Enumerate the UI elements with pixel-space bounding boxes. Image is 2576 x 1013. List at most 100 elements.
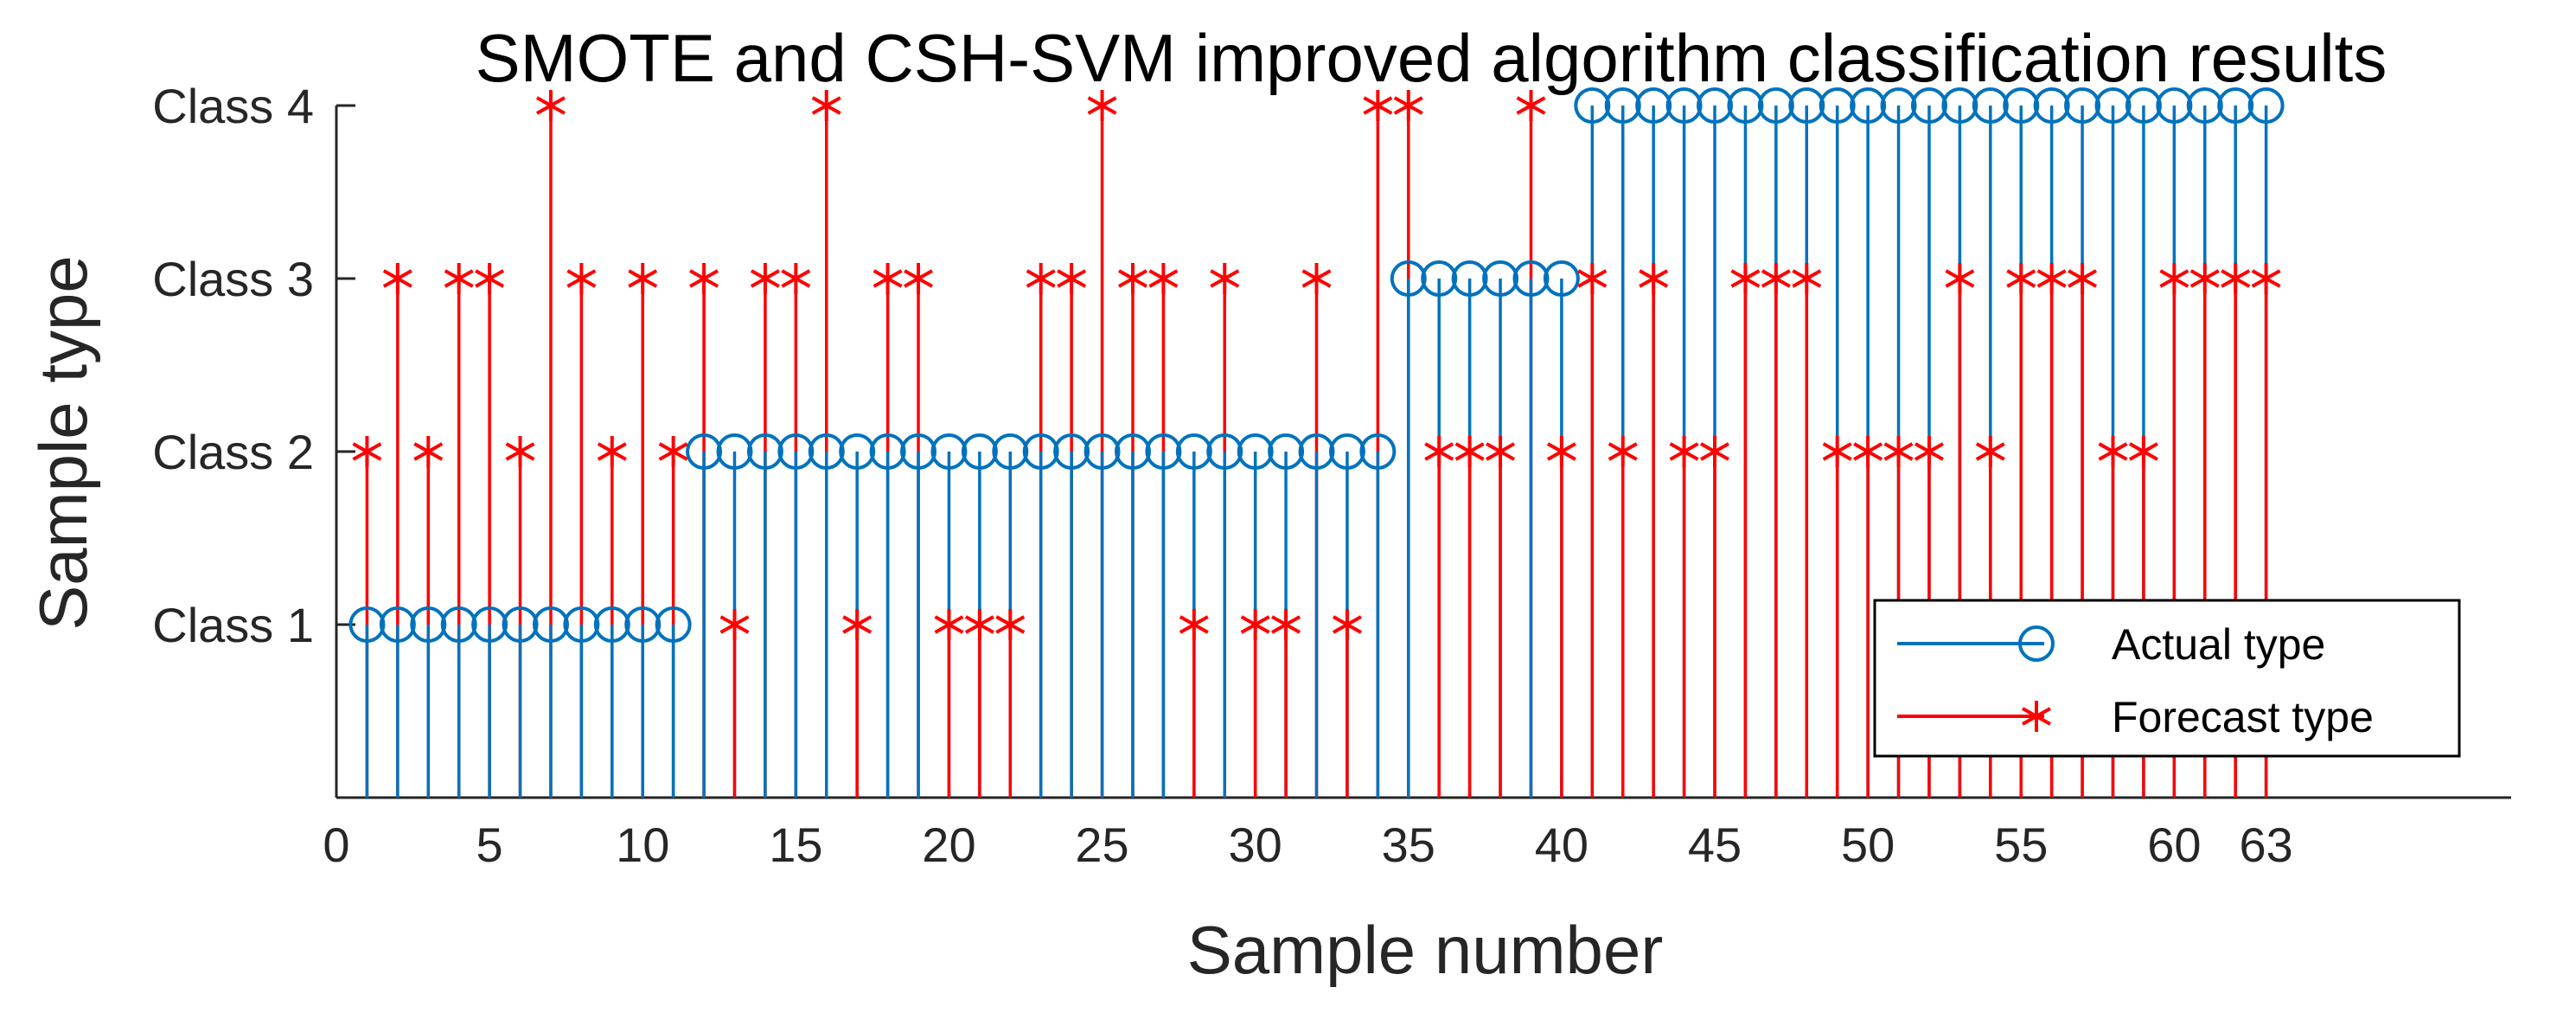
actual-point — [1206, 433, 1243, 470]
forecast-point — [1179, 609, 1209, 640]
plot-area: 0 5 10 15 20 25 30 35 40 45 50 55 60 63 Class 1 Class 2… — [152, 79, 2511, 872]
actual-point — [1022, 433, 1059, 470]
forecast-point — [842, 609, 873, 640]
actual-point — [502, 606, 539, 643]
y-tick-label: Class 2 — [152, 425, 314, 479]
forecast-point — [535, 90, 566, 121]
forecast-point — [1240, 609, 1270, 640]
actual-point — [2003, 87, 2040, 124]
forecast-point — [811, 90, 841, 121]
actual-point — [2094, 87, 2132, 124]
forecast-point — [1210, 263, 1240, 294]
forecast-point — [1761, 263, 1791, 294]
forecast-point — [1332, 609, 1362, 640]
forecast-point — [1393, 90, 1423, 121]
forecast-point — [1608, 436, 1638, 467]
x-tick-label: 10 — [616, 817, 669, 872]
actual-point — [1665, 87, 1703, 124]
forecast-point — [352, 436, 382, 467]
forecast-point — [1516, 90, 1546, 121]
actual-point — [410, 606, 447, 643]
forecast-point — [689, 263, 719, 294]
forecast-point — [597, 436, 627, 467]
forecast-point — [1577, 263, 1608, 294]
y-axis-label: Sample type — [25, 255, 101, 631]
actual-point — [869, 433, 906, 470]
forecast-point — [2189, 263, 2220, 294]
actual-point — [655, 606, 692, 643]
forecast-point — [964, 609, 994, 640]
actual-point — [992, 433, 1029, 470]
x-tick-label: 20 — [922, 817, 975, 872]
actual-point — [1819, 87, 1856, 124]
forecast-point — [1914, 436, 1944, 467]
actual-point — [2064, 87, 2101, 124]
x-tick-label: 25 — [1075, 817, 1128, 872]
forecast-point — [1975, 436, 2005, 467]
forecast-point — [1853, 436, 1883, 467]
forecast-point — [1730, 263, 1761, 294]
forecast-point — [475, 263, 505, 294]
actual-point — [1268, 433, 1305, 470]
actual-point — [1145, 433, 1182, 470]
forecast-point — [904, 263, 934, 294]
y-tick-label: Class 3 — [152, 252, 314, 306]
actual-point — [777, 433, 815, 470]
actual-point — [624, 606, 662, 643]
actual-point — [1850, 87, 1887, 124]
actual-point — [1328, 433, 1365, 470]
forecast-point — [1700, 436, 1729, 467]
actual-point — [839, 433, 876, 470]
actual-point — [1880, 87, 1917, 124]
actual-point — [1482, 260, 1519, 297]
actual-point — [2033, 87, 2070, 124]
actual-point — [2156, 87, 2193, 124]
actual-point — [900, 433, 937, 470]
forecast-point — [995, 609, 1026, 640]
forecast-point — [1087, 90, 1117, 121]
forecast-point — [2036, 263, 2067, 294]
actual-point — [1114, 433, 1151, 470]
actual-point — [1298, 433, 1335, 470]
actual-point — [1237, 433, 1274, 470]
actual-point — [1359, 433, 1397, 470]
actual-point — [1604, 87, 1641, 124]
x-tick-label: 0 — [323, 817, 349, 872]
forecast-point — [1301, 263, 1332, 294]
forecast-point — [1883, 436, 1914, 467]
forecast-point — [444, 263, 474, 294]
legend-forecast-label: Forecast type — [2112, 693, 2374, 741]
x-tick-label: 55 — [1994, 817, 2048, 872]
legend-actual-marker — [2018, 625, 2055, 662]
forecast-point — [1822, 436, 1852, 467]
x-axis-label: Sample number — [1187, 912, 1664, 988]
actual-point — [930, 433, 968, 470]
forecast-point — [2098, 436, 2128, 467]
forecast-point — [1424, 436, 1454, 467]
actual-point — [1451, 260, 1488, 297]
forecast-point — [1486, 436, 1516, 467]
actual-point — [532, 606, 569, 643]
forecast-point — [2159, 263, 2189, 294]
actual-point — [1635, 87, 1672, 124]
forecast-point — [658, 436, 688, 467]
y-tick-label: Class 4 — [152, 79, 314, 133]
actual-point — [2186, 87, 2223, 124]
actual-point — [716, 433, 753, 470]
forecast-point — [1669, 436, 1699, 467]
forecast-point — [1148, 263, 1179, 294]
actual-point — [1972, 87, 2009, 124]
x-tick-label: 50 — [1841, 817, 1895, 872]
forecast-point — [1363, 90, 1393, 121]
actual-point — [1053, 433, 1090, 470]
actual-point — [1175, 433, 1212, 470]
forecast-point — [2251, 263, 2281, 294]
x-tick-label: 5 — [476, 817, 503, 872]
actual-point — [1941, 87, 1978, 124]
actual-point — [1788, 87, 1825, 124]
actual-point — [746, 433, 783, 470]
x-tick-label: 35 — [1382, 817, 1435, 872]
actual-point — [1083, 433, 1121, 470]
forecast-point — [2221, 263, 2251, 294]
